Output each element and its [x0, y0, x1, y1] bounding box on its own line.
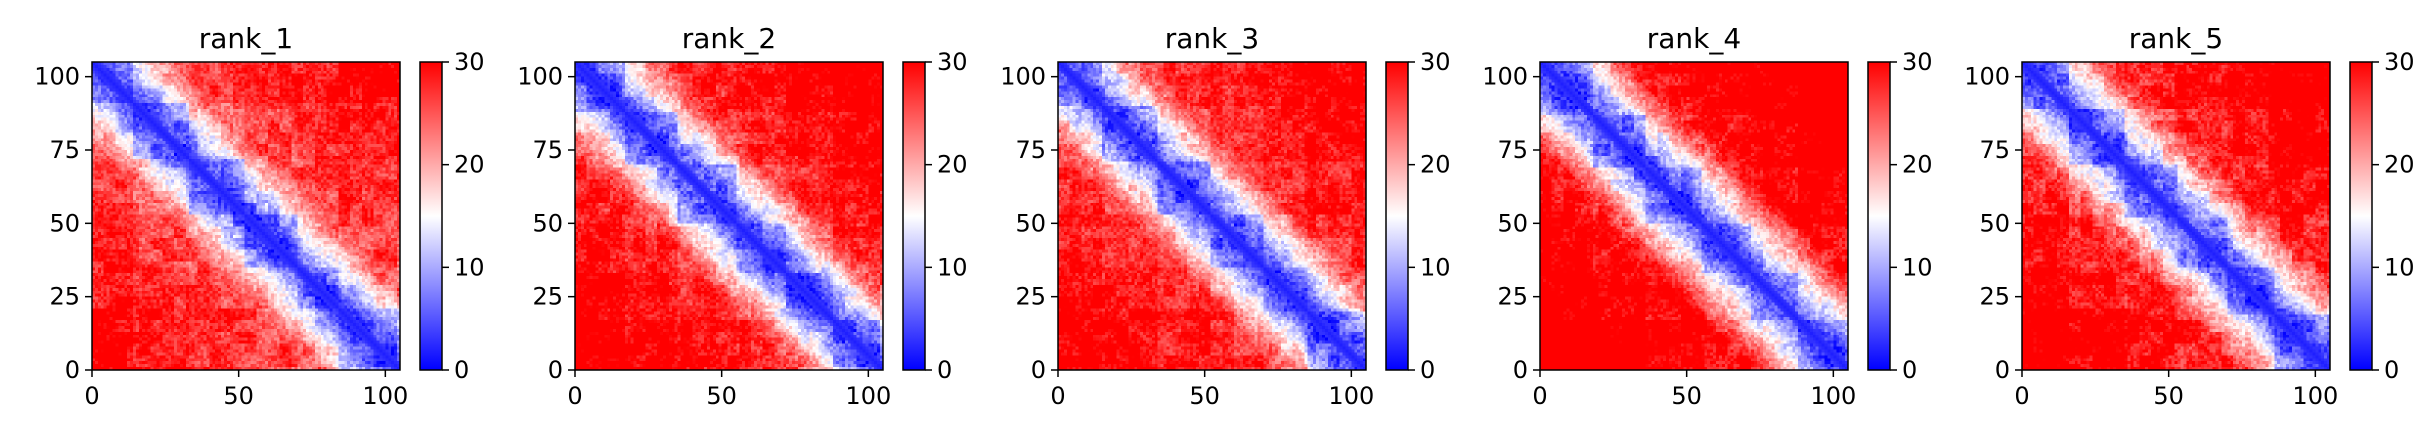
heatmap-image: [2022, 62, 2330, 370]
panel-title: rank_4: [1647, 22, 1741, 55]
y-tick-label: 75: [1979, 136, 2010, 164]
y-tick-label: 0: [1031, 356, 1046, 384]
x-tick-label: 50: [706, 382, 737, 410]
x-tick-label: 50: [2153, 382, 2184, 410]
colorbar: [902, 61, 926, 371]
colorbar-tick-label: 0: [454, 356, 469, 384]
axes-frame: [91, 61, 401, 371]
y-tick-label: 75: [1497, 136, 1528, 164]
colorbar-tick-label: 30: [1902, 48, 1933, 76]
colorbar-tick-label: 0: [937, 356, 952, 384]
colorbar-tick-label: 20: [1420, 151, 1451, 179]
colorbar-tick-label: 30: [1420, 48, 1451, 76]
colorbar-tick-label: 10: [454, 253, 485, 281]
heatmap-image: [92, 62, 400, 370]
y-tick-label: 100: [34, 63, 80, 91]
colorbar: [419, 61, 443, 371]
y-tick-label: 50: [532, 209, 563, 237]
colorbar-tick-label: 0: [1420, 356, 1435, 384]
colorbar-tick-label: 20: [454, 151, 485, 179]
y-tick-label: 25: [1015, 283, 1046, 311]
colorbar-tick-label: 0: [2384, 356, 2399, 384]
x-tick-label: 0: [1050, 382, 1065, 410]
heatmap-image: [1540, 62, 1848, 370]
panel-title: rank_3: [1165, 22, 1259, 55]
axes-frame: [574, 61, 884, 371]
x-tick-label: 0: [84, 382, 99, 410]
x-tick-label: 100: [845, 382, 891, 410]
y-tick-label: 75: [49, 136, 80, 164]
colorbar-tick-label: 20: [2384, 151, 2415, 179]
panel-title: rank_1: [199, 22, 293, 55]
colorbar-tick-label: 10: [1420, 253, 1451, 281]
colorbar-tick-label: 10: [937, 253, 968, 281]
x-tick-label: 0: [567, 382, 582, 410]
heatmap-image: [1058, 62, 1366, 370]
colorbar-tick-label: 30: [937, 48, 968, 76]
x-tick-label: 100: [1328, 382, 1374, 410]
y-tick-label: 50: [1979, 209, 2010, 237]
heatmap-panel-5: rank_5 0 50 100 0 25 50 75 100 0 10 20 30: [1964, 22, 2414, 410]
y-tick-label: 25: [1979, 283, 2010, 311]
heatmap-panel-2: rank_2 0 50 100 0 25 50 75 100 0 10 20 30: [517, 22, 967, 410]
colorbar-tick-label: 30: [454, 48, 485, 76]
x-tick-label: 50: [1189, 382, 1220, 410]
colorbar-tick-label: 30: [2384, 48, 2415, 76]
y-tick-label: 100: [1482, 63, 1528, 91]
y-tick-label: 100: [1000, 63, 1046, 91]
x-tick-label: 100: [1810, 382, 1856, 410]
colorbar: [1385, 61, 1409, 371]
y-tick-label: 0: [65, 356, 80, 384]
y-tick-label: 100: [517, 63, 563, 91]
heatmap-image: [575, 62, 883, 370]
y-tick-label: 0: [1995, 356, 2010, 384]
x-tick-label: 100: [2292, 382, 2338, 410]
x-tick-label: 0: [1532, 382, 1547, 410]
y-tick-label: 50: [49, 209, 80, 237]
axes-frame: [2021, 61, 2331, 371]
colorbar-tick-label: 10: [2384, 253, 2415, 281]
y-tick-label: 50: [1015, 209, 1046, 237]
panel-title: rank_2: [682, 22, 776, 55]
y-tick-label: 75: [1015, 136, 1046, 164]
axes-frame: [1057, 61, 1367, 371]
x-tick-label: 100: [362, 382, 408, 410]
y-tick-label: 25: [49, 283, 80, 311]
colorbar-tick-label: 20: [1902, 151, 1933, 179]
heatmap-panel-3: rank_3 0 50 100 0 25 50 75 100 0 10 20 30: [1000, 22, 1450, 410]
colorbar: [2349, 61, 2373, 371]
y-tick-label: 50: [1497, 209, 1528, 237]
y-tick-label: 0: [548, 356, 563, 384]
y-tick-label: 25: [1497, 283, 1528, 311]
y-tick-label: 0: [1513, 356, 1528, 384]
y-tick-label: 25: [532, 283, 563, 311]
colorbar-tick-label: 20: [937, 151, 968, 179]
x-tick-label: 50: [223, 382, 254, 410]
y-tick-label: 75: [532, 136, 563, 164]
colorbar: [1867, 61, 1891, 371]
x-tick-label: 0: [2014, 382, 2029, 410]
colorbar-tick-label: 0: [1902, 356, 1917, 384]
panel-title: rank_5: [2129, 22, 2223, 55]
heatmap-panel-4: rank_4 0 50 100 0 25 50 75 100 0 10 20 30: [1482, 22, 1932, 410]
heatmap-panel-1: rank_1 0 50 100 0 25 50 75 100 0 10 20 30: [34, 22, 484, 410]
y-tick-label: 100: [1964, 63, 2010, 91]
colorbar-tick-label: 10: [1902, 253, 1933, 281]
x-tick-label: 50: [1671, 382, 1702, 410]
axes-frame: [1539, 61, 1849, 371]
